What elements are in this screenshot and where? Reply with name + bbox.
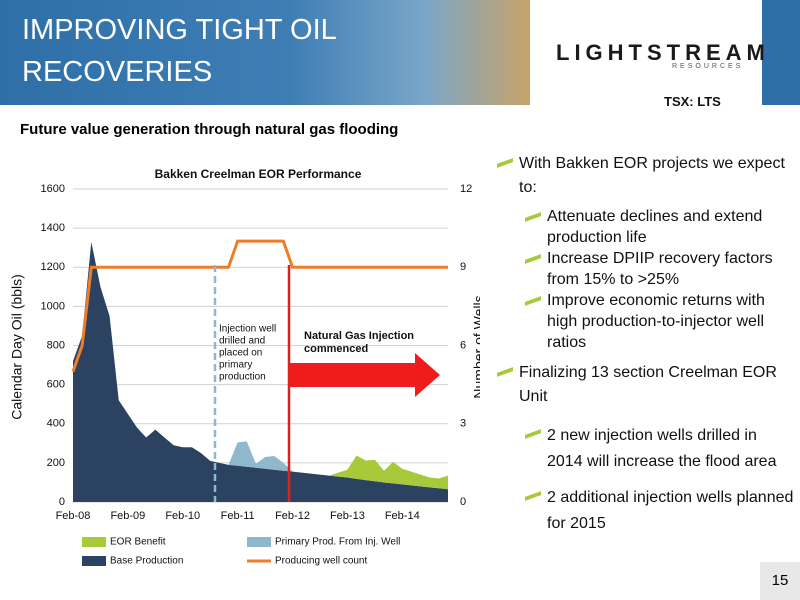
y-tick-label: 0: [59, 496, 65, 508]
legend-label: Base Production: [110, 556, 183, 567]
y2-tick-label: 12: [460, 183, 472, 195]
y-tick-label: 400: [47, 418, 65, 430]
annotation: placed on: [219, 348, 262, 359]
logo: LIGHTSTREAM: [556, 40, 770, 65]
y-tick-label: 600: [47, 379, 65, 391]
legend-label: Producing well count: [275, 556, 367, 567]
annotation: production: [219, 372, 266, 383]
subtitle: Future value generation through natural …: [20, 121, 399, 138]
x-tick-label: Feb-12: [275, 510, 310, 522]
sub-bullet: Improve economic returns with high produ…: [523, 290, 795, 353]
area: [73, 241, 448, 502]
y2-tick-label: 3: [460, 418, 466, 430]
y2-tick-label: 6: [460, 339, 466, 351]
legend-label: Primary Prod. From Inj. Well: [275, 537, 400, 548]
y-tick-label: 1200: [41, 261, 65, 273]
chart: Bakken Creelman EOR Performance Calendar…: [9, 167, 480, 567]
y-tick-label: 200: [47, 457, 65, 469]
ticker: TSX: LTS: [664, 94, 721, 109]
title: RECOVERIES: [22, 56, 213, 88]
y-tick-label: 800: [47, 339, 65, 351]
x-tick-label: Feb-14: [385, 510, 420, 522]
sub-bullet: 2 additional injection wells planned for…: [523, 485, 795, 537]
arrow: [289, 353, 440, 397]
y2-tick-label: 0: [460, 496, 466, 508]
annotation: Natural Gas Injection: [304, 330, 414, 342]
y-axis-label: Calendar Day Oil (bbls): [9, 274, 25, 420]
x-tick-label: Feb-13: [330, 510, 365, 522]
header: IMPROVING TIGHT OIL RECOVERIES: [0, 0, 530, 105]
page-number: 15: [760, 562, 800, 600]
sub-bullet: 2 new injection wells drilled in 2014 wi…: [523, 423, 795, 475]
bullet: Finalizing 13 section Creelman EOR Unit: [495, 361, 795, 409]
legend-label: EOR Benefit: [110, 537, 166, 548]
sub-bullet: Increase DPIIP recovery factors from 15%…: [523, 248, 795, 290]
line: [71, 239, 448, 373]
y-tick-label: 1400: [41, 222, 65, 234]
annotation: commenced: [304, 343, 368, 355]
sub-bullet: Attenuate declines and extend production…: [523, 206, 795, 248]
chart-title: Bakken Creelman EOR Performance: [155, 167, 362, 181]
header-strip: [762, 0, 800, 105]
y2-tick-label: 9: [460, 261, 466, 273]
annotation: primary: [219, 360, 252, 371]
x-tick-label: Feb-11: [221, 510, 255, 522]
logo-sub: RESOURCES: [672, 63, 744, 70]
x-tick-label: Feb-09: [110, 510, 145, 522]
annotation: Injection well: [219, 324, 276, 335]
legend-swatch: [82, 556, 106, 566]
x-tick-label: Feb-08: [56, 510, 91, 522]
y-tick-label: 1600: [41, 183, 65, 195]
legend-swatch: [247, 537, 271, 547]
y-tick-label: 1000: [41, 300, 65, 312]
legend-swatch: [82, 537, 106, 547]
title: IMPROVING TIGHT OIL: [22, 14, 337, 46]
x-tick-label: Feb-10: [165, 510, 200, 522]
bullets: With Bakken EOR projects we expect to: A…: [495, 152, 795, 537]
bullet: With Bakken EOR projects we expect to:: [495, 152, 795, 200]
annotation: drilled and: [219, 336, 265, 347]
y2-axis-label: Number of Wells: [471, 295, 480, 398]
